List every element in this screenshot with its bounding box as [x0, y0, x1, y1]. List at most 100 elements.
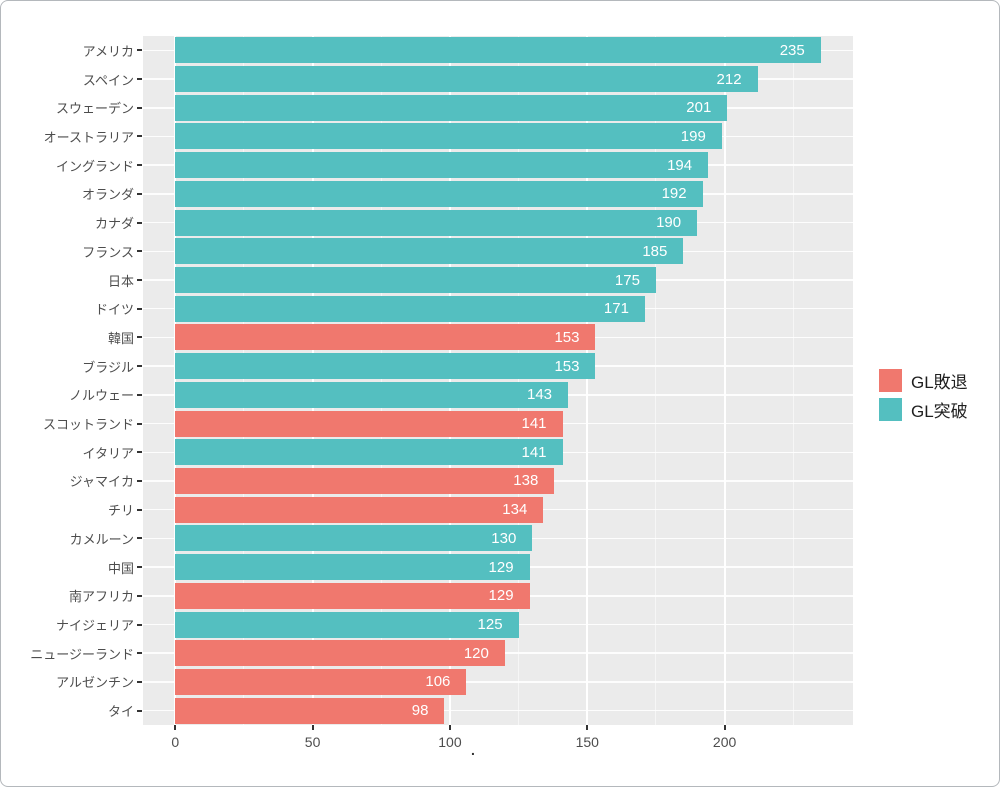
bar-GL突破: 201	[175, 94, 728, 121]
y-axis-label-row: フランス	[1, 237, 143, 266]
y-axis-label-row: アルゼンチン	[1, 668, 143, 697]
y-axis-label-row: アメリカ	[1, 36, 143, 65]
minor-gridline	[380, 36, 382, 725]
bar-value-label: 185	[642, 242, 668, 260]
legend-item: GL敗退	[879, 368, 968, 393]
y-axis-label: ドイツ	[94, 302, 134, 318]
y-axis-label: イタリア	[82, 445, 134, 461]
y-axis-label-row: ノルウェー	[1, 381, 143, 410]
minor-gridline	[792, 36, 794, 725]
y-axis-tick	[137, 307, 142, 310]
y-axis-tick	[137, 709, 142, 712]
y-axis-tick	[137, 451, 142, 454]
y-axis-label-row: ナイジェリア	[1, 610, 143, 639]
y-axis-label-row: カナダ	[1, 208, 143, 237]
bar-GL突破: 141	[175, 439, 563, 466]
y-axis-tick	[137, 250, 142, 253]
bar-GL敗退: 129	[175, 582, 530, 609]
major-gridline	[311, 36, 314, 725]
y-axis-tick	[137, 537, 142, 540]
y-axis-label: オランダ	[81, 187, 134, 203]
y-axis-tick	[137, 623, 142, 626]
bar-GL突破: 235	[175, 37, 821, 64]
y-axis-tick	[137, 393, 142, 396]
bar-GL敗退: 120	[175, 640, 505, 667]
bar-value-label: 134	[502, 501, 528, 519]
y-axis-label: ナイジェリア	[55, 618, 134, 633]
bar-GL突破: 190	[175, 209, 698, 236]
y-axis-label-row: オーストラリア	[1, 122, 143, 151]
bar-value-label: 190	[656, 214, 682, 232]
y-axis-label-row: オランダ	[1, 180, 143, 209]
bar-value-label: 130	[491, 529, 517, 547]
y-axis-label-row: ニュージーランド	[1, 639, 143, 668]
bar-value-label: 120	[463, 644, 489, 662]
y-axis-tick	[137, 336, 142, 339]
bar-value-label: 141	[521, 415, 547, 433]
y-axis-label-row: カメルーン	[1, 524, 143, 553]
bar-value-label: 199	[680, 127, 706, 145]
x-axis-tick	[174, 725, 177, 730]
y-axis-label: 韓国	[107, 330, 134, 346]
y-axis-label-row: ブラジル	[1, 352, 143, 381]
x-axis-title: .	[471, 742, 475, 758]
bar-value-label: 125	[477, 616, 503, 634]
bar-value-label: 192	[661, 185, 687, 203]
bar-value-label: 201	[686, 99, 712, 117]
bar-GL敗退: 98	[175, 697, 445, 724]
minor-gridline	[243, 36, 245, 725]
x-axis-tick-label: 50	[304, 734, 321, 750]
y-axis-label-row: スウェーデン	[1, 93, 143, 122]
x-axis-tick	[586, 725, 589, 730]
y-axis-tick	[137, 192, 142, 195]
y-axis-tick	[137, 566, 142, 569]
bar-value-label: 129	[488, 558, 514, 576]
y-axis-label-row: スペイン	[1, 65, 143, 94]
y-axis-tick	[137, 594, 142, 597]
y-axis-label-row: 南アフリカ	[1, 581, 143, 610]
y-axis-tick	[137, 221, 142, 224]
x-axis-tick-label: 200	[712, 734, 737, 750]
y-axis-label: カメルーン	[69, 531, 134, 547]
bar-value-label: 106	[425, 673, 451, 691]
plot-panel: 235 212 201 199 194 192 190 185 175 171 153 153 143 1…	[143, 36, 853, 725]
bar-GL突破: 175	[175, 267, 656, 294]
bar-GL突破: 194	[175, 152, 709, 179]
y-axis-label: スペイン	[82, 72, 134, 88]
y-axis-label: ジャマイカ	[69, 474, 134, 490]
legend: GL敗退 GL突破	[879, 368, 968, 422]
bar-GL突破: 192	[175, 180, 703, 207]
y-axis-label: 日本	[107, 273, 134, 289]
bar-value-label: 129	[488, 587, 514, 605]
x-axis-tick-label: 150	[575, 734, 599, 750]
bar-value-label: 141	[521, 443, 547, 461]
y-axis-label: チリ	[107, 503, 134, 519]
major-gridline	[448, 36, 451, 725]
bar-GL突破: 212	[175, 66, 758, 93]
y-axis-label: 中国	[107, 560, 134, 576]
y-axis-label-row: 中国	[1, 553, 143, 582]
minor-gridline	[655, 36, 657, 725]
bar-value-label: 171	[603, 300, 629, 318]
bar-value-label: 235	[779, 41, 805, 59]
y-axis-label: オーストラリア	[43, 129, 134, 145]
x-axis-tick	[311, 725, 314, 730]
legend-item: GL突破	[879, 397, 968, 422]
legend-label: GL突破	[911, 402, 968, 421]
bar-value-label: 194	[667, 156, 693, 174]
bar-GL突破: 171	[175, 295, 645, 322]
bar-GL敗退: 134	[175, 496, 544, 523]
y-axis-tick	[137, 680, 142, 683]
bar-GL敗退: 138	[175, 467, 555, 494]
y-axis-label-row: タイ	[1, 696, 143, 725]
minor-gridline	[518, 36, 520, 725]
bar-GL突破: 199	[175, 123, 722, 150]
y-axis-label: カナダ	[94, 216, 134, 232]
bar-GL敗退: 106	[175, 668, 467, 695]
y-axis-tick	[137, 422, 142, 425]
bar-value-label: 98	[411, 702, 429, 720]
bar-GL敗退: 153	[175, 324, 596, 351]
major-gridline	[586, 36, 589, 725]
y-axis-label: 南アフリカ	[68, 589, 134, 605]
y-axis-label-row: 韓国	[1, 323, 143, 352]
